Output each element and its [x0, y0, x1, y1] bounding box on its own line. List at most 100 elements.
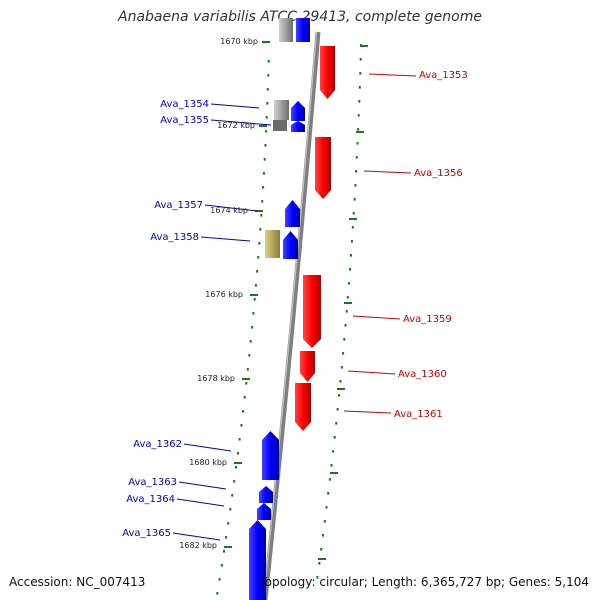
gene-feature — [262, 431, 279, 480]
gene-label[interactable]: Ava_1357 — [154, 200, 203, 211]
gc-tick — [357, 114, 360, 117]
leader-line — [347, 370, 396, 375]
gc-skew-ticks-left — [216, 60, 270, 595]
gc-tick — [353, 198, 356, 201]
gene-feature — [291, 101, 305, 121]
gc-tick — [318, 562, 321, 565]
gc-tick — [261, 200, 264, 203]
gene-feature — [300, 351, 315, 382]
gene-label[interactable]: Ava_1359 — [403, 314, 452, 325]
gc-tick — [233, 480, 236, 483]
gc-tick — [265, 116, 268, 119]
gc-tick — [238, 438, 241, 441]
gc-tick — [266, 102, 269, 105]
gene-feature — [249, 520, 266, 600]
gc-tick — [236, 452, 239, 455]
gc-tick — [267, 74, 270, 77]
gene-feature — [283, 231, 298, 259]
gc-tick — [336, 408, 339, 411]
gc-tick — [245, 382, 248, 385]
gc-tick — [262, 172, 265, 175]
gc-tick — [350, 240, 353, 243]
gc-tick — [266, 88, 269, 91]
gc-tick — [262, 186, 265, 189]
gene-feature — [274, 100, 289, 120]
gc-tick — [338, 394, 340, 397]
gc-tick — [216, 592, 219, 595]
gc-tick — [260, 214, 263, 217]
gc-tick — [359, 58, 362, 61]
gene-feature — [265, 230, 280, 258]
leader-line — [210, 119, 272, 126]
gc-tick — [220, 564, 223, 567]
gc-dash — [318, 558, 326, 560]
gc-tick — [258, 242, 261, 245]
gc-tick — [256, 270, 259, 273]
gene-label[interactable]: Ava_1356 — [414, 168, 463, 179]
gc-dash — [349, 218, 357, 220]
gc-tick — [342, 352, 345, 355]
gc-tick — [359, 72, 362, 75]
gc-tick — [218, 578, 221, 581]
scale-label: 1674 kbp — [210, 206, 248, 215]
gene-label[interactable]: Ava_1353 — [419, 70, 468, 81]
gc-tick — [352, 212, 355, 215]
gene-label[interactable]: Ava_1354 — [160, 99, 209, 110]
scale-label: 1670 kbp — [220, 37, 258, 46]
leader-line — [204, 204, 258, 212]
gc-tick — [254, 284, 257, 287]
gc-tick — [356, 142, 359, 145]
leader-line — [352, 315, 401, 320]
gc-tick — [265, 130, 268, 133]
gc-tick — [267, 60, 270, 63]
gene-label[interactable]: Ava_1355 — [160, 115, 209, 126]
gc-tick — [235, 466, 237, 469]
gc-tick — [351, 226, 354, 229]
gc-tick — [264, 144, 267, 147]
gc-tick — [333, 436, 336, 439]
gene-feature — [315, 137, 331, 199]
gc-tick — [243, 396, 246, 399]
gene-feature — [285, 200, 300, 227]
gc-tick — [358, 100, 361, 103]
gene-feature — [320, 46, 335, 99]
gene-feature — [279, 18, 293, 42]
gene-label[interactable]: Ava_1360 — [398, 369, 447, 380]
gc-tick — [229, 508, 232, 511]
gene-label[interactable]: Ava_1364 — [126, 494, 175, 505]
gc-dash — [330, 472, 338, 474]
scale-label: 1680 kbp — [189, 458, 227, 467]
gc-tick — [263, 158, 266, 161]
gc-tick — [325, 506, 328, 509]
gc-tick — [323, 520, 326, 523]
leader-line — [172, 532, 221, 541]
gc-tick — [328, 478, 331, 481]
genome-backbone — [262, 31, 321, 600]
gene-label[interactable]: Ava_1361 — [394, 409, 443, 420]
gene-label[interactable]: Ava_1358 — [150, 232, 199, 243]
scale-tick — [250, 294, 258, 296]
gene-feature — [259, 486, 273, 503]
gene-label[interactable]: Ava_1365 — [122, 528, 171, 539]
gene-label[interactable]: Ava_1362 — [133, 439, 182, 450]
gc-tick — [335, 422, 338, 425]
gene-label[interactable]: Ava_1363 — [128, 477, 177, 488]
leader-line — [363, 170, 412, 174]
gc-tick — [259, 228, 262, 231]
scale-tick — [224, 546, 232, 548]
scale-tick — [255, 210, 263, 212]
gc-dash — [337, 388, 345, 390]
gc-tick — [248, 354, 251, 357]
gc-dash — [360, 45, 368, 47]
gene-feature — [303, 275, 321, 348]
gc-tick — [350, 254, 352, 257]
gc-tick — [346, 296, 349, 299]
gc-tick — [240, 424, 243, 427]
gc-tick — [249, 340, 252, 343]
gc-tick — [355, 156, 358, 159]
scale-label: 1672 kbp — [217, 121, 255, 130]
scale-ticks — [224, 41, 270, 548]
gc-tick — [251, 326, 254, 329]
leader-line — [178, 481, 227, 490]
